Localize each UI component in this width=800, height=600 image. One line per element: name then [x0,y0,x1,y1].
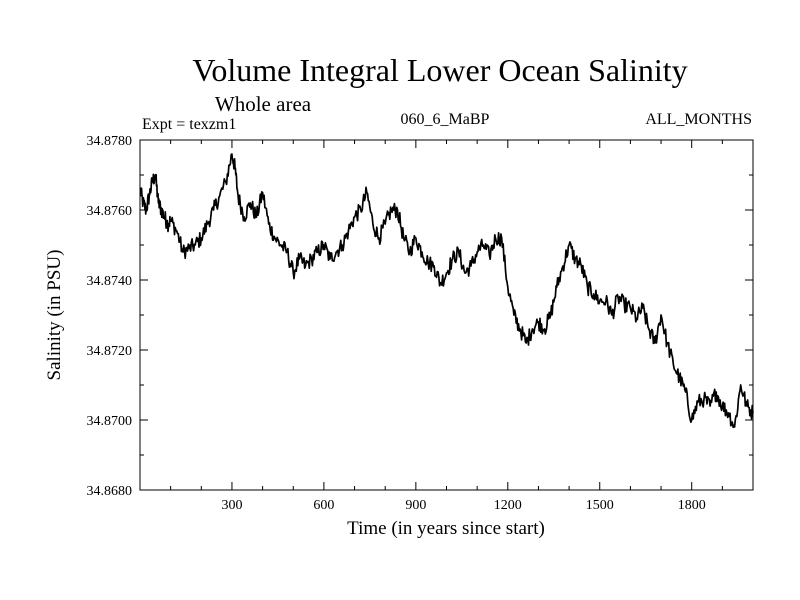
salinity-series-line [139,153,754,429]
x-tick-label: 300 [221,498,242,513]
y-tick-label: 34.8780 [87,134,133,149]
y-tick-label: 34.8700 [87,414,133,429]
months-label: ALL_MONTHS [645,111,752,128]
x-tick-label: 1200 [494,498,522,513]
y-tick-label: 34.8740 [87,274,133,289]
y-tick-label: 34.8680 [87,484,133,499]
run-label: 060_6_MaBP [401,111,490,128]
x-tick-label: 1800 [678,498,706,513]
y-tick-label: 34.8720 [87,344,133,359]
y-axis-label: Salinity (in PSU) [44,250,65,381]
x-tick-label: 600 [313,498,334,513]
x-tick-label: 900 [405,498,426,513]
region-label: Whole area [215,92,312,116]
axis-ticks [140,139,753,491]
axis-tick-labels: 300 600 900 1200 1500 1800 34.8680 34.8700 34.87… [87,134,706,513]
chart-title: Volume Integral Lower Ocean Salinity [192,52,687,88]
x-tick-label: 1500 [586,498,614,513]
x-axis-label: Time (in years since start) [347,518,545,539]
y-tick-label: 34.8760 [87,204,133,219]
experiment-label: Expt = texzm1 [142,116,236,133]
